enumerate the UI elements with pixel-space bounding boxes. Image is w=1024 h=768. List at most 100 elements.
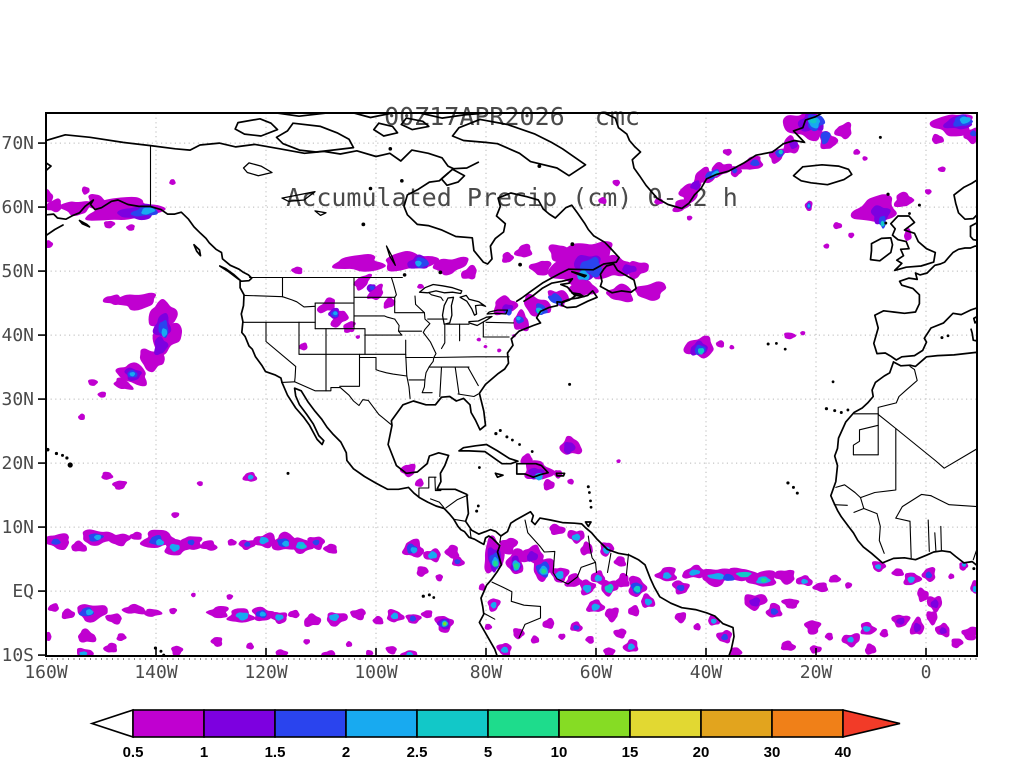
precip-area bbox=[103, 220, 116, 229]
precip-area bbox=[937, 166, 946, 173]
precip-area bbox=[259, 536, 269, 545]
precip-area bbox=[101, 471, 114, 480]
precip-area bbox=[483, 345, 488, 349]
precip-area bbox=[604, 583, 614, 594]
precip-area bbox=[454, 559, 461, 565]
precip-area bbox=[105, 533, 131, 547]
precip-area bbox=[773, 569, 795, 585]
precip-area bbox=[730, 647, 743, 656]
precip-area bbox=[689, 569, 701, 576]
precip-area bbox=[248, 474, 254, 480]
precip-area bbox=[415, 260, 422, 267]
precip-area bbox=[553, 470, 563, 479]
precip-area bbox=[833, 222, 843, 230]
precip-area bbox=[333, 311, 338, 316]
precip-area bbox=[862, 156, 868, 161]
precip-area bbox=[432, 256, 469, 276]
precip-area bbox=[750, 159, 760, 167]
precip-area bbox=[112, 480, 128, 490]
precip-area bbox=[59, 201, 92, 216]
precip-area bbox=[760, 577, 767, 583]
precip-area bbox=[896, 617, 905, 625]
precip-area bbox=[156, 538, 165, 546]
precip-area bbox=[196, 481, 203, 487]
colorbar-segment bbox=[132, 709, 205, 738]
precip-area bbox=[571, 533, 581, 541]
lat-tick-label: 40N bbox=[1, 325, 34, 346]
lon-tick-label: 120W bbox=[244, 662, 288, 683]
precip-area bbox=[435, 574, 444, 582]
precip-area bbox=[171, 512, 180, 519]
precip-area bbox=[874, 564, 881, 570]
precip-area bbox=[71, 540, 88, 552]
precip-area bbox=[616, 459, 621, 464]
precip-area bbox=[735, 571, 752, 578]
precip-area bbox=[497, 348, 502, 353]
lon-tick-label: 40W bbox=[690, 662, 723, 683]
precip-area bbox=[893, 191, 915, 208]
precip-area bbox=[715, 340, 725, 348]
precip-area bbox=[275, 649, 289, 656]
precip-area bbox=[961, 626, 977, 641]
precip-area bbox=[707, 573, 725, 580]
colorbar-tick-label: 1.5 bbox=[265, 744, 286, 761]
colorbar-segment bbox=[345, 709, 418, 738]
precip-area bbox=[246, 642, 254, 650]
colorbar-segment bbox=[558, 709, 631, 738]
precip-area bbox=[499, 537, 519, 555]
precip-area bbox=[959, 116, 971, 124]
precip-area bbox=[913, 622, 921, 633]
precip-area bbox=[555, 571, 564, 580]
precip-area bbox=[870, 205, 891, 225]
precip-area bbox=[169, 607, 178, 615]
precip-area bbox=[809, 117, 817, 124]
precip-area bbox=[602, 546, 610, 554]
precip-area bbox=[187, 539, 195, 546]
precip-area bbox=[711, 618, 717, 624]
precip-area bbox=[563, 441, 576, 455]
lat-tick-label: EQ bbox=[12, 581, 34, 602]
precip-area bbox=[931, 133, 945, 145]
precip-area bbox=[141, 207, 156, 215]
precip-area bbox=[542, 617, 555, 629]
precip-area bbox=[662, 572, 672, 579]
precip-area bbox=[862, 626, 871, 632]
precip-area bbox=[930, 599, 939, 609]
colorbar-over-arrow bbox=[842, 708, 901, 739]
precip-area bbox=[604, 607, 619, 623]
colorbar-segment bbox=[274, 709, 347, 738]
precip-area bbox=[801, 578, 808, 584]
precip-area bbox=[442, 622, 447, 626]
precip-area bbox=[410, 547, 418, 554]
precip-area bbox=[502, 251, 515, 263]
precip-area bbox=[299, 544, 306, 549]
precip-area bbox=[288, 609, 300, 619]
precip-area bbox=[530, 635, 540, 644]
precip-area bbox=[304, 613, 322, 627]
precip-area bbox=[88, 379, 98, 386]
precip-area bbox=[520, 453, 533, 465]
precip-area bbox=[627, 643, 635, 650]
precip-area bbox=[322, 543, 338, 554]
precip-area bbox=[633, 585, 641, 593]
precip-area bbox=[88, 194, 113, 210]
colorbar-tick-label: 30 bbox=[764, 744, 781, 761]
colorbar-tick-label: 15 bbox=[622, 744, 639, 761]
precip-area bbox=[345, 641, 353, 647]
precip-area bbox=[366, 649, 374, 656]
precip-area bbox=[46, 631, 52, 642]
precip-area bbox=[824, 632, 834, 641]
precip-area bbox=[613, 628, 627, 639]
precip-area bbox=[848, 232, 855, 239]
precip-area bbox=[591, 603, 600, 611]
precip-area bbox=[227, 538, 237, 546]
precip-area bbox=[331, 253, 386, 272]
precip-area bbox=[169, 543, 180, 552]
precip-area bbox=[926, 611, 938, 626]
precip-area bbox=[676, 584, 685, 592]
precip-area bbox=[721, 633, 728, 641]
precip-area bbox=[102, 294, 122, 306]
precip-area bbox=[235, 612, 249, 621]
